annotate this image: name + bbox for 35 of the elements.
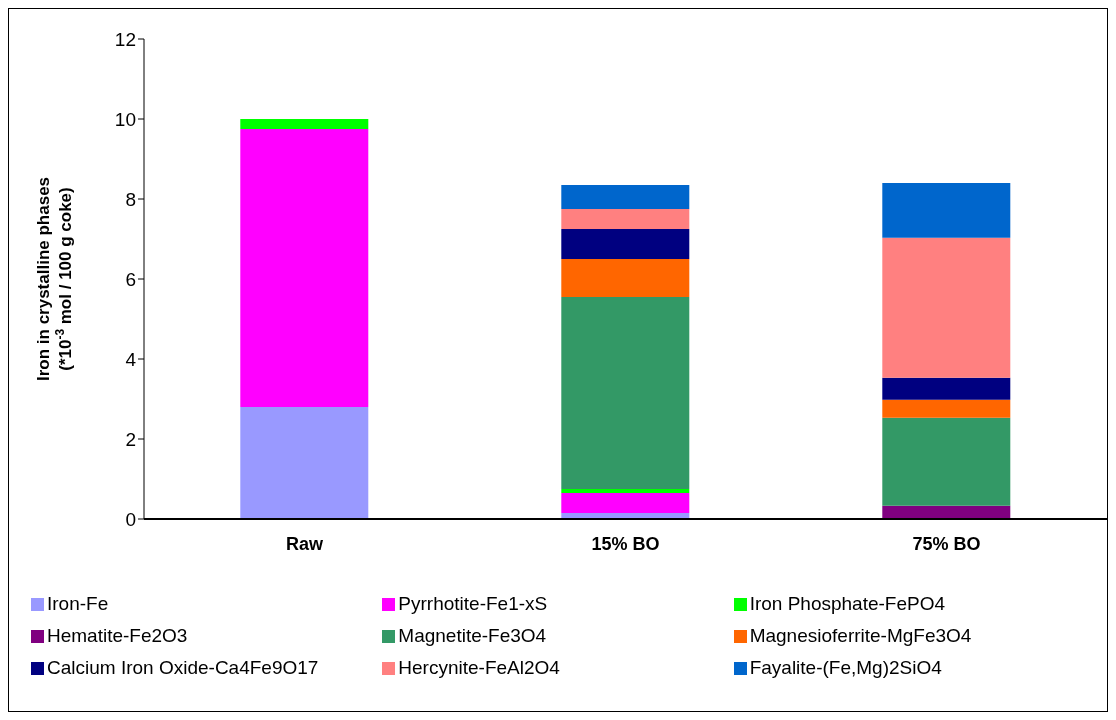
legend-label: Iron Phosphate-FePO4: [749, 593, 946, 615]
x-tick-label: Raw: [285, 533, 324, 554]
bar: [561, 229, 690, 259]
y-tick-label: 6: [125, 268, 136, 290]
legend-label: Hematite-Fe2O3: [47, 625, 188, 647]
bar: [882, 237, 1011, 378]
x-tick-label: 75% BO: [912, 533, 981, 554]
legend-label: Fayalite-(Fe,Mg)2SiO4: [749, 657, 942, 679]
bar: [561, 493, 690, 513]
bar: [561, 185, 690, 209]
y-tick-label: 2: [125, 428, 136, 450]
x-tick-label: 15% BO: [591, 533, 660, 554]
bar: [561, 209, 690, 229]
bar: [240, 129, 369, 407]
bar: [561, 489, 690, 493]
legend-label: Magnesioferrite-MgFe3O4: [749, 625, 972, 647]
y-tick-label: 4: [125, 348, 137, 370]
bar: [240, 407, 369, 519]
legend-label: Magnetite-Fe3O4: [398, 625, 547, 647]
bar: [561, 297, 690, 489]
legend-label: Hercynite-FeAl2O4: [398, 657, 560, 679]
y-tick-label: 0: [125, 508, 136, 530]
bar: [882, 377, 1011, 400]
bar: [882, 417, 1011, 506]
y-tick-label: 8: [125, 188, 136, 210]
bar: [561, 259, 690, 297]
legend-label: Iron-Fe: [47, 593, 109, 615]
bar: [882, 399, 1011, 418]
y-tick-label: 10: [114, 108, 136, 130]
bar: [882, 505, 1011, 519]
legend-label: Pyrrhotite-Fe1-xS: [398, 593, 548, 615]
bar: [882, 183, 1011, 238]
legend-label: Calcium Iron Oxide-Ca4Fe9O17: [47, 657, 319, 679]
y-tick-label: 12: [114, 28, 136, 50]
bar: [240, 119, 369, 129]
